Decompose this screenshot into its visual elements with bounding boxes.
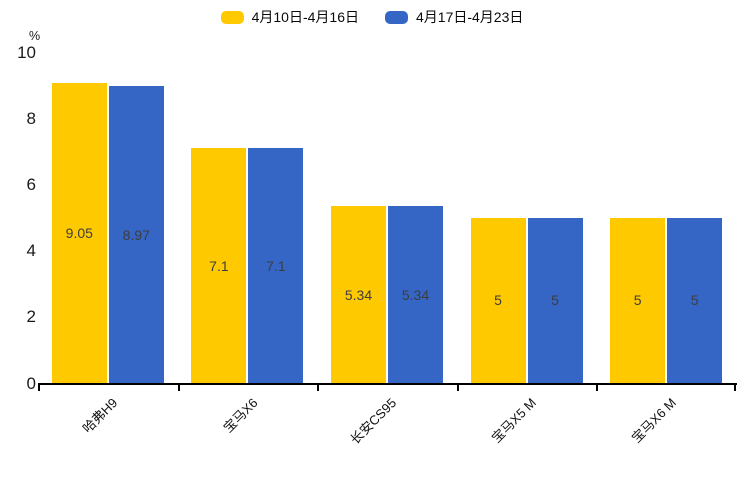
bar-segment[interactable]: 8.97 (108, 86, 164, 383)
bar-segment[interactable]: 7.1 (191, 148, 247, 383)
bar-group: 7.1 7.1 (178, 52, 318, 383)
bar-value-label: 9.05 (65, 225, 93, 242)
bar-value-label: 5 (494, 292, 502, 309)
bar-segment[interactable]: 9.05 (51, 83, 107, 383)
legend: 4月10日-4月16日 4月17日-4月23日 (0, 7, 744, 27)
y-tick-label: 10 (17, 42, 36, 62)
legend-label-week1: 4月10日-4月16日 (251, 9, 359, 25)
bar-value-label: 5 (690, 292, 699, 309)
y-tick-label: 6 (26, 174, 36, 194)
y-axis-unit-label: % (29, 29, 41, 43)
bar-segment[interactable]: 5.34 (330, 206, 386, 383)
x-axis-tick (734, 385, 736, 391)
category-label: 长安CS95 (347, 395, 400, 448)
x-axis-tick (38, 385, 40, 391)
bar-value-label: 5.34 (344, 286, 373, 303)
bar-value-label: 8.97 (122, 226, 150, 243)
x-axis-line (38, 383, 737, 385)
bar-value-label: 7.1 (209, 257, 229, 274)
y-tick-label: 0 (26, 373, 36, 393)
category-label: 宝马X6 M (628, 395, 679, 446)
category-label: 宝马X6 (219, 395, 261, 436)
y-tick-label: 4 (26, 241, 36, 261)
bar-segment[interactable]: 5 (667, 217, 723, 383)
x-axis-tick (177, 385, 180, 391)
bar-value-label: 5.34 (401, 286, 430, 303)
bar-segment[interactable]: 5 (470, 217, 526, 383)
bar-segment[interactable]: 5 (610, 217, 666, 383)
x-axis-tick (456, 385, 459, 391)
y-tick-label: 8 (26, 108, 36, 128)
x-axis-tick (596, 385, 599, 391)
bar-value-label: 5 (551, 292, 559, 309)
series1-swatch-icon (220, 10, 244, 24)
legend-item-week2[interactable]: 4月17日-4月23日 (385, 7, 523, 27)
x-axis-tick (317, 385, 320, 391)
bar-segment[interactable]: 7.1 (248, 148, 304, 383)
bar-group: 9.05 8.97 (38, 52, 178, 383)
plot-area: 9.05 8.97 7.1 7.1 5.34 5.34 5 5 5 5 (38, 52, 736, 383)
bar-group: 5.34 5.34 (317, 52, 457, 383)
series2-swatch-icon (385, 10, 408, 24)
legend-item-week1[interactable]: 4月10日-4月16日 (220, 7, 359, 27)
bar-value-label: 5 (633, 292, 642, 309)
category-label: 哈弗H9 (79, 395, 121, 436)
bar-segment[interactable]: 5.34 (387, 206, 443, 383)
legend-label-week2: 4月17日-4月23日 (416, 9, 524, 25)
bar-value-label: 7.1 (266, 257, 286, 274)
category-label: 宝马X5 M (488, 395, 540, 446)
y-tick-label: 2 (26, 307, 36, 327)
bar-segment[interactable]: 5 (527, 217, 583, 383)
